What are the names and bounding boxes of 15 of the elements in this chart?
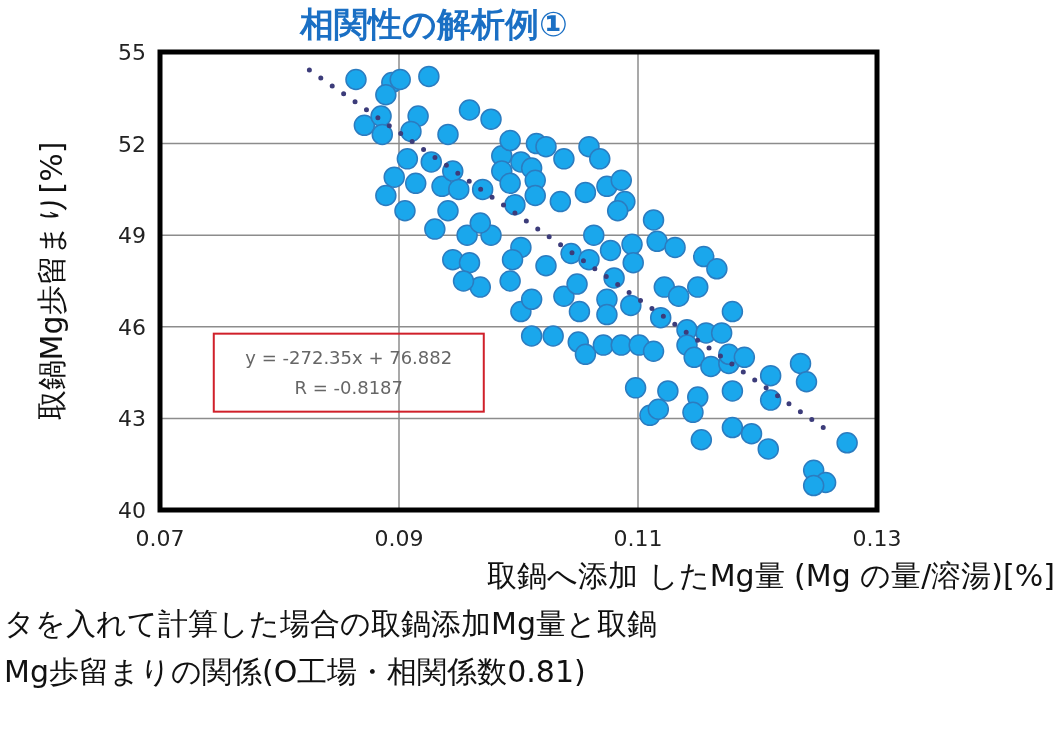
y-tick-label: 40 — [118, 498, 146, 523]
y-tick-label: 46 — [118, 314, 146, 340]
y-tick-label: 43 — [118, 406, 146, 432]
x-axis-title: 取鍋へ添加 したMg量 (Mg の量/溶湯)[%] — [487, 558, 1055, 593]
y-tick-label: 52 — [118, 131, 146, 157]
text: タを入れて計算した場合の取鍋添加Mg量と取鍋 — [4, 606, 657, 641]
x-tick-label: 0.07 — [135, 526, 185, 551]
y-axis-title: 取鍋Mg歩留まり[%] — [34, 141, 69, 421]
y-tick-label: 49 — [118, 223, 146, 249]
chart-title: 相関性の解析例① — [299, 4, 568, 44]
x-tick-label: 0.09 — [374, 526, 424, 551]
x-tick-label: 0.11 — [613, 526, 663, 551]
y-tick-label: 55 — [118, 40, 146, 65]
x-tick-label: 0.13 — [852, 526, 902, 551]
text: Mg歩留まりの関係(O工場・相関係数0.81) — [4, 654, 586, 689]
